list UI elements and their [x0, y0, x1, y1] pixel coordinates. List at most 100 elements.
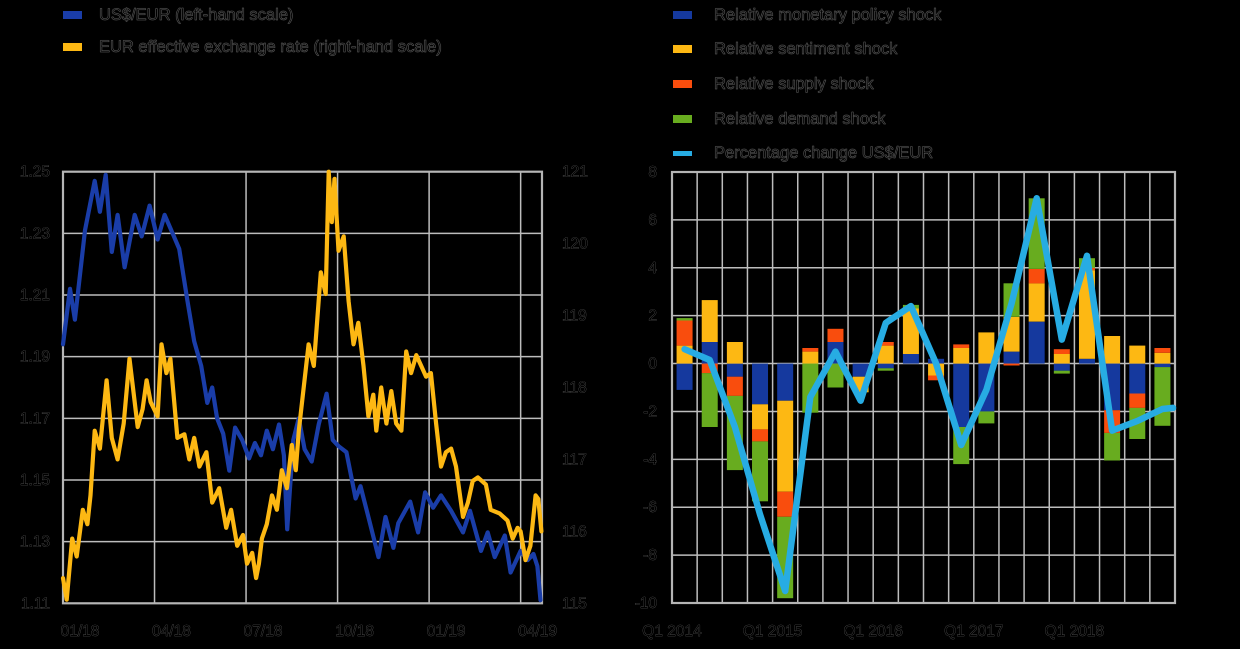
y-tick-label: -6	[643, 499, 657, 516]
y-tick-label: -2	[643, 403, 657, 420]
bar-segment	[1028, 321, 1045, 364]
legend-label: Percentage change US$/EUR	[714, 143, 934, 162]
sentiment-shock-swatch	[673, 45, 692, 53]
legend-item-demand-shock: Relative demand shock	[673, 108, 886, 130]
left-y-tick-label: 1.19	[20, 349, 50, 366]
bar-segment	[1154, 352, 1171, 364]
x-tick-label: 10/18	[335, 623, 374, 640]
x-tick-label: Q1 2018	[1045, 623, 1104, 640]
legend-item-eur-neer: EUR effective exchange rate (right-hand …	[63, 36, 442, 58]
usd-eur-line	[60, 172, 543, 603]
bar-segment	[752, 429, 769, 442]
bar-segment	[877, 342, 894, 346]
bar-segment	[752, 363, 769, 405]
bar-segment	[1053, 363, 1070, 371]
x-tick-label: 04/19	[518, 623, 557, 640]
bar-segment	[1154, 348, 1171, 353]
y-tick-label: 6	[648, 212, 657, 229]
eur-neer-swatch	[63, 43, 82, 51]
bar-segment	[1104, 433, 1121, 461]
bar-segment	[1053, 370, 1070, 374]
right-y-tick-label: 120	[562, 236, 588, 253]
legend-label: Relative sentiment shock	[714, 39, 898, 58]
bar-segment	[777, 400, 794, 492]
legend-item-monetary-shock: Relative monetary policy shock	[673, 4, 942, 26]
right-y-tick-label: 119	[562, 308, 587, 325]
right-y-tick-label: 118	[562, 380, 587, 397]
bar-segment	[978, 332, 995, 364]
bar-segment	[802, 348, 819, 352]
right-y-tick-label: 117	[562, 451, 587, 468]
bar-segment	[928, 375, 945, 381]
bar-segment	[877, 345, 894, 364]
bar-segment	[852, 363, 869, 377]
y-tick-label: 0	[648, 356, 657, 373]
left-y-tick-label: 1.23	[20, 225, 50, 242]
bar-segment	[726, 363, 743, 377]
legend-label: Relative supply shock	[714, 74, 874, 93]
shock-chart: 8 6 4 2 0 -2 -4 -6 -8 -10 Q1 2014 Q1 2015 Q1 2016 Q1 …	[634, 164, 1177, 641]
bar-segment	[1154, 367, 1171, 426]
bar-segment	[827, 363, 844, 388]
bar-segment	[1003, 351, 1020, 364]
bar-segment	[953, 348, 970, 364]
x-tick-label: 01/18	[61, 623, 100, 640]
bar-segment	[953, 344, 970, 348]
x-tick-label: 01/19	[427, 623, 466, 640]
x-tick-label: Q1 2016	[843, 623, 902, 640]
bar-segment	[1053, 349, 1070, 354]
shock-chart-grid	[672, 171, 1175, 604]
bar-segment	[777, 363, 794, 401]
bar-segment	[1129, 393, 1146, 408]
legend-item-usd-eur: US$/EUR (left-hand scale)	[63, 4, 294, 26]
shock-chart-axis-labels: 8 6 4 2 0 -2 -4 -6 -8 -10 Q1 2014 Q1 2015 Q1 2016 Q1 …	[634, 164, 1104, 641]
bar-segment	[777, 491, 794, 517]
bar-segment	[1028, 269, 1045, 284]
bar-segment	[701, 300, 718, 342]
pct-change-usd-eur-line	[681, 195, 1177, 595]
usd-eur-swatch	[63, 11, 82, 19]
x-tick-label: 04/18	[152, 623, 191, 640]
pct-change-line-swatch	[673, 150, 692, 156]
bar-segment	[1129, 363, 1146, 394]
right-y-tick-label: 115	[562, 595, 587, 612]
x-tick-label: Q1 2014	[642, 623, 702, 640]
bar-segment	[1129, 345, 1146, 364]
legend-label: Relative monetary policy shock	[714, 5, 942, 24]
left-y-tick-label: 1.21	[20, 287, 50, 304]
eur-neer-line	[60, 169, 544, 602]
bar-segment	[1154, 363, 1171, 368]
bar-segment	[877, 363, 894, 369]
bar-segment	[902, 354, 919, 364]
fx-chart-frame	[61, 170, 544, 605]
right-y-tick-label: 121	[562, 164, 588, 181]
bar-segment	[953, 363, 970, 428]
x-tick-label: Q1 2015	[743, 623, 802, 640]
y-tick-label: 2	[648, 308, 657, 325]
bar-segment	[802, 351, 819, 364]
y-tick-label: -10	[635, 595, 658, 612]
supply-shock-swatch	[673, 80, 692, 88]
bar-segment	[676, 363, 693, 390]
bar-segment	[752, 441, 769, 502]
x-tick-label: 07/18	[244, 623, 283, 640]
bar-segment	[726, 376, 743, 396]
right-y-tick-label: 116	[562, 523, 587, 540]
legend-label: EUR effective exchange rate (right-hand …	[99, 37, 442, 56]
legend-label: Relative demand shock	[714, 109, 886, 128]
bar-segment	[1104, 336, 1121, 364]
left-y-tick-label: 1.25	[20, 164, 50, 181]
bar-segment	[1078, 358, 1095, 364]
bar-segment	[676, 320, 693, 346]
legend-item-pct-change-line: Percentage change US$/EUR	[673, 142, 933, 164]
shock-chart-frame	[670, 170, 1177, 605]
bar-segment	[877, 368, 894, 371]
bar-segment	[978, 411, 995, 424]
demand-shock-swatch	[673, 115, 692, 123]
bar-segment	[1028, 283, 1045, 322]
y-tick-label: 4	[648, 260, 657, 277]
left-y-tick-label: 1.15	[20, 472, 50, 489]
y-tick-label: 8	[648, 164, 657, 181]
left-y-tick-label: 1.13	[20, 534, 50, 551]
